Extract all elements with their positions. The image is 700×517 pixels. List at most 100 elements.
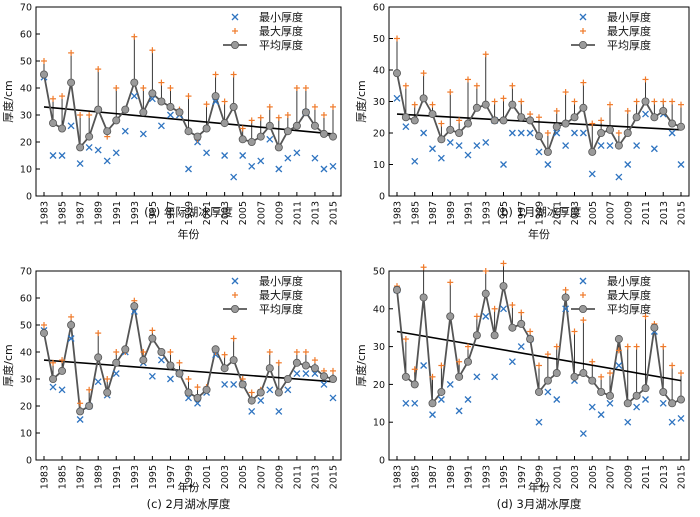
min-thickness-point [112,149,120,157]
mean-thickness-point [175,369,184,378]
max-thickness-point [266,349,273,355]
min-thickness-point [76,416,84,423]
max-thickness-point [68,49,75,56]
mean-thickness-point [472,331,481,340]
x-tick-label: 2013 [310,465,321,489]
y-tick-label: 20 [373,129,385,140]
min-thickness-point [588,170,596,178]
min-thickness-point [437,396,445,403]
max-thickness-point [86,386,93,393]
max-thickness-point [465,76,471,83]
mean-thickness-point [319,129,328,138]
max-thickness-point [86,112,93,118]
x-tick-label: 2003 [570,465,581,489]
max-thickness-point [50,95,57,102]
max-thickness-point [544,130,551,136]
max-thickness-point [113,349,120,355]
mean-thickness-point [130,302,139,311]
max-thickness-point [41,58,47,64]
x-tick-label: 1987 [428,201,439,225]
max-thickness-point [429,373,436,380]
min-thickness-point [67,335,75,342]
mean-thickness-point [310,121,319,130]
min-thickness-point [166,375,174,383]
max-thickness-point [230,335,237,342]
max-thickness-point [482,268,489,274]
mean-thickness-point [274,388,283,397]
mean-thickness-point [597,387,606,396]
x-tick-label: 1987 [76,465,87,489]
max-thickness-point [562,286,569,293]
mean-thickness-point [202,124,211,133]
mean-thickness-point [193,393,202,402]
mean-thickness-point [94,105,103,114]
x-tick-label: 2005 [588,201,599,225]
max-thickness-point [113,85,120,91]
y-tick-label: 40 [373,66,385,77]
min-thickness-point [606,399,614,407]
min-thickness-point [500,161,507,168]
mean-thickness-point [650,323,659,332]
min-thickness-point [148,372,156,380]
max-thickness-point [95,330,102,337]
mean-thickness-point [76,143,85,152]
mean-thickness-point [184,127,193,136]
x-tick-label: 2013 [310,201,321,225]
min-thickness-point [393,94,401,102]
mean-thickness-point [220,364,229,373]
mean-thickness-point [614,335,623,344]
max-thickness-point [239,125,246,132]
max-thickness-point [257,114,264,121]
min-thickness-point [157,356,165,364]
max-thickness-point [293,349,300,355]
max-thickness-point [678,101,684,108]
x-tick-label: 2001 [552,465,563,489]
max-thickness-point [185,93,192,100]
min-thickness-point [221,380,229,388]
mean-thickness-point [472,103,481,112]
y-tick-label: 50 [20,321,32,332]
mean-thickness-point [463,357,472,366]
max-thickness-point [302,85,309,91]
x-tick-label: 1991 [464,201,475,225]
mean-thickness-point [139,108,148,117]
chart-panel-3: 0 10 20 30 40 50 1983 1985 1987 1989 1991 1993 1995 1… [354,260,690,511]
min-thickness-point [624,161,632,168]
legend-label-min: 最小厚度 [607,274,651,288]
y-axis-label: 厚度/cm [354,80,368,122]
x-tick-label: 2011 [641,465,652,489]
min-thickness-point [411,157,419,165]
max-thickness-point [536,362,542,369]
y-tick-label: 0 [26,192,32,203]
min-thickness-point [239,152,247,159]
x-tick-label: 1991 [112,201,123,225]
min-thickness-point [642,110,649,118]
min-thickness-point [67,122,75,130]
x-tick-label: 1991 [112,465,123,489]
chart-caption: (b) 1月湖冰厚度 [497,205,582,219]
max-thickness-point [149,47,156,54]
chart-caption: (c) 2月湖冰厚度 [147,497,231,511]
x-tick-label: 1997 [166,201,177,225]
mean-thickness-point [49,119,58,128]
min-thickness-point [429,145,436,153]
mean-thickness-point [499,282,508,291]
mean-thickness-point [49,374,58,383]
x-tick-label: 1985 [58,465,69,489]
mean-thickness-point [58,124,67,133]
mean-thickness-point [265,121,274,130]
mean-thickness-point [40,70,49,79]
min-thickness-point [76,160,84,168]
mean-thickness-point [437,387,446,396]
max-thickness-point [491,98,498,105]
mean-thickness-point [641,97,650,106]
mean-thickness-point [301,108,310,117]
max-thickness-point [275,359,282,366]
max-thickness-point [509,82,516,89]
max-thickness-point [669,362,676,369]
max-thickness-point [248,117,255,124]
mean-thickness-point [455,372,464,381]
mean-thickness-point [570,113,579,122]
min-thickness-point [221,152,229,159]
x-tick-label: 1985 [58,201,69,225]
